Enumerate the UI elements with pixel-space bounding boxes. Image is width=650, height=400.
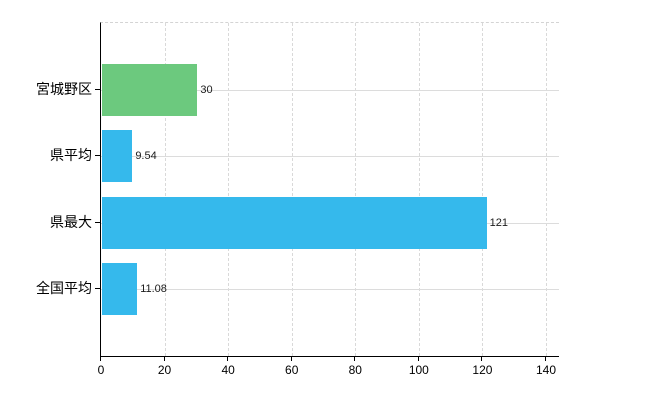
x-axis-tick (227, 356, 229, 361)
y-axis-tick (95, 155, 100, 157)
plot-area: 30 9.54 121 11.08 (100, 22, 559, 357)
x-axis-tick (481, 356, 483, 361)
vertical-gridline (355, 23, 357, 356)
x-axis-tick-label: 120 (472, 363, 493, 377)
x-axis-tick (290, 356, 292, 361)
vertical-gridline (418, 23, 420, 356)
bar-value-label: 30 (200, 83, 213, 96)
x-axis-tick-label: 140 (535, 363, 557, 377)
category-label: 全国平均 (36, 280, 92, 297)
bar-value-label: 9.54 (135, 150, 157, 163)
x-axis-tick-label: 80 (348, 363, 362, 377)
category-label: 宮城野区 (36, 80, 92, 97)
x-axis-tick (545, 356, 546, 361)
category-label: 県平均 (50, 147, 92, 164)
y-axis-tick (95, 288, 100, 290)
bar-value-label: 11.08 (140, 283, 167, 296)
y-axis-tick (95, 88, 100, 90)
x-axis-tick-label: 20 (157, 363, 172, 377)
bar-3 (102, 196, 487, 249)
bar-1 (102, 63, 198, 116)
bar-4 (102, 263, 138, 316)
horizontal-gridline (101, 289, 559, 291)
vertical-gridline (228, 23, 230, 356)
x-axis-tick-label: 40 (221, 363, 235, 377)
vertical-gridline (546, 23, 547, 356)
vertical-gridline (164, 23, 166, 356)
x-axis-tick (354, 356, 356, 361)
horizontal-gridline (101, 156, 559, 158)
x-axis-tick (163, 356, 165, 361)
horizontal-gridline (101, 89, 559, 91)
x-axis-tick (100, 356, 101, 361)
category-label: 県最大 (50, 213, 92, 230)
vertical-gridline (291, 23, 293, 356)
vertical-gridline (482, 23, 484, 356)
x-axis-tick-label: 100 (408, 363, 429, 377)
x-axis-tick-label: 0 (97, 363, 105, 377)
bar-2 (102, 130, 133, 183)
bar-value-label: 121 (489, 216, 508, 229)
x-axis-tick-label: 60 (285, 363, 299, 377)
x-axis-tick (417, 356, 419, 361)
y-axis-tick (95, 221, 100, 223)
